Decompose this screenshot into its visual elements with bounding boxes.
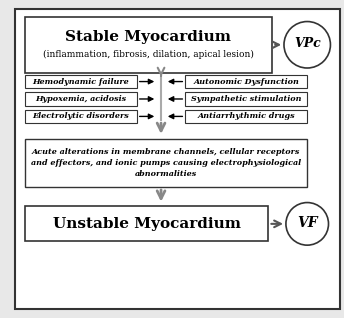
Text: Hypoxemia, acidosis: Hypoxemia, acidosis [35, 95, 126, 103]
FancyBboxPatch shape [185, 75, 307, 88]
Text: Electrolytic disorders: Electrolytic disorders [32, 112, 129, 121]
Text: (inflammation, fibrosis, dilation, apical lesion): (inflammation, fibrosis, dilation, apica… [43, 50, 254, 59]
Text: Unstable Myocardium: Unstable Myocardium [53, 217, 240, 231]
Text: Stable Myocardium: Stable Myocardium [65, 30, 232, 44]
Text: VF: VF [297, 216, 318, 230]
FancyBboxPatch shape [15, 9, 340, 309]
Text: Sympathetic stimulation: Sympathetic stimulation [191, 95, 301, 103]
Text: Antiarrhythmic drugs: Antiarrhythmic drugs [197, 112, 295, 121]
FancyBboxPatch shape [185, 92, 307, 106]
FancyBboxPatch shape [24, 75, 137, 88]
Text: VPc: VPc [294, 37, 321, 50]
Circle shape [286, 203, 329, 245]
FancyBboxPatch shape [24, 206, 269, 241]
FancyBboxPatch shape [24, 139, 307, 187]
FancyBboxPatch shape [24, 17, 272, 73]
Text: Autonomic Dysfunction: Autonomic Dysfunction [193, 78, 299, 86]
FancyBboxPatch shape [24, 92, 137, 106]
FancyBboxPatch shape [24, 110, 137, 123]
Text: Acute alterations in membrane channels, cellular receptors
and effectors, and io: Acute alterations in membrane channels, … [31, 148, 301, 178]
Circle shape [284, 22, 331, 68]
FancyBboxPatch shape [185, 110, 307, 123]
Text: Hemodynamic failure: Hemodynamic failure [32, 78, 129, 86]
